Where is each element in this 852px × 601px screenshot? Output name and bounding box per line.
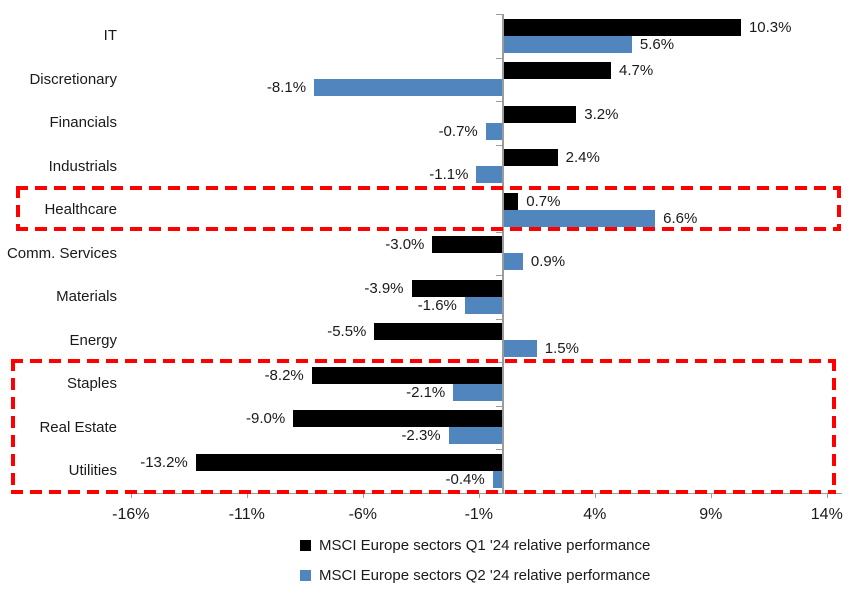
q2-bar-discretionary — [314, 79, 502, 96]
x-axis-tick — [594, 493, 596, 498]
legend-label: MSCI Europe sectors Q2 '24 relative perf… — [319, 566, 651, 584]
value-label: 6.6% — [663, 209, 698, 227]
highlight-box-edge-right — [832, 359, 836, 494]
value-label: -1.1% — [429, 166, 469, 183]
value-label: 0.7% — [526, 192, 561, 210]
q2-bar-it — [502, 35, 632, 53]
legend-swatch-q2 — [300, 569, 311, 581]
category-boundary-tick — [496, 318, 502, 320]
q2-bar-industrials — [476, 166, 502, 183]
q1-bar-healthcare — [502, 192, 519, 210]
category-label: Discretionary — [29, 70, 117, 88]
value-label: -5.5% — [327, 323, 367, 340]
category-boundary-tick — [496, 57, 502, 59]
x-axis-tick-label: 9% — [699, 506, 723, 523]
x-axis-tick — [710, 493, 712, 498]
highlight-box-edge-top — [16, 186, 841, 190]
q2-bar-energy — [502, 340, 537, 357]
q1-bar-staples — [311, 366, 502, 384]
highlight-box-edge-bottom — [16, 227, 841, 231]
x-axis-tick — [130, 493, 132, 498]
x-axis-tick-label: -6% — [348, 506, 378, 523]
value-label: -2.3% — [401, 427, 441, 444]
highlight-box-defensive-sectors — [11, 359, 836, 494]
category-label: Comm. Services — [6, 244, 117, 262]
value-label: -8.2% — [264, 366, 304, 384]
legend-swatch-q1 — [300, 539, 311, 551]
x-axis-tick — [246, 493, 248, 498]
zero-axis-line — [502, 14, 504, 493]
category-boundary-tick — [496, 101, 502, 102]
category-boundary-tick — [496, 14, 502, 15]
x-axis-tick-label: 4% — [583, 506, 607, 523]
value-label: -3.9% — [364, 279, 404, 297]
category-label: Staples — [66, 375, 117, 392]
value-label: -8.1% — [266, 79, 307, 96]
q2-bar-materials — [464, 296, 502, 314]
value-label: 3.2% — [584, 105, 619, 123]
category-label: Financials — [49, 114, 117, 131]
category-label: Utilities — [68, 462, 117, 479]
value-label: -0.4% — [445, 470, 485, 488]
category-boundary-tick — [496, 449, 502, 450]
value-label: 0.9% — [530, 253, 566, 270]
value-label: 1.5% — [544, 340, 579, 357]
value-label: 2.4% — [565, 149, 600, 166]
highlight-box-edge-left — [16, 186, 20, 231]
x-axis-tick — [362, 493, 364, 498]
category-label: Materials — [56, 288, 117, 305]
q1-bar-energy — [374, 323, 502, 340]
q1-bar-financials — [502, 105, 577, 123]
x-axis-tick-label: -16% — [112, 506, 150, 523]
q2-bar-comm-services — [502, 253, 523, 270]
x-axis-tick-label: 14% — [810, 506, 843, 523]
value-label: 4.7% — [619, 62, 654, 79]
value-label: -3.0% — [385, 236, 425, 253]
q2-bar-staples — [453, 383, 502, 401]
category-label: Healthcare — [44, 201, 117, 218]
value-label: -0.7% — [438, 122, 478, 140]
legend-label: MSCI Europe sectors Q1 '24 relative perf… — [319, 536, 651, 554]
q1-bar-comm-services — [432, 236, 502, 253]
legend-item-q2: MSCI Europe sectors Q2 '24 relative perf… — [300, 566, 650, 584]
legend-item-q1: MSCI Europe sectors Q1 '24 relative perf… — [300, 536, 650, 554]
q2-bar-healthcare — [502, 209, 656, 227]
category-label: IT — [103, 27, 117, 44]
highlight-box-healthcare — [16, 186, 841, 231]
x-axis-tick — [478, 493, 480, 498]
q2-bar-utilities — [492, 470, 502, 488]
q1-bar-utilities — [195, 453, 502, 471]
category-boundary-tick — [496, 144, 502, 146]
highlight-box-edge-bottom — [11, 490, 836, 494]
q1-bar-industrials — [502, 149, 558, 166]
highlight-box-edge-top — [11, 359, 836, 363]
category-boundary-tick — [496, 405, 502, 407]
value-label: 10.3% — [748, 18, 792, 36]
q2-bar-financials — [485, 122, 502, 140]
x-axis-tick-label: -1% — [464, 506, 494, 523]
x-axis-tick-label: -11% — [228, 506, 265, 523]
x-axis-tick — [826, 493, 828, 498]
value-label: -9.0% — [246, 410, 286, 427]
q1-bar-materials — [411, 279, 502, 297]
q2-bar-real-estate — [448, 427, 502, 444]
category-boundary-tick — [496, 275, 502, 276]
category-label: Real Estate — [39, 418, 117, 436]
value-label: -2.1% — [406, 383, 446, 401]
value-label: -1.6% — [417, 296, 457, 314]
q1-bar-discretionary — [502, 62, 612, 79]
highlight-box-edge-right — [837, 186, 841, 231]
category-label: Industrials — [48, 157, 117, 175]
category-label: Energy — [69, 331, 117, 349]
category-boundary-tick — [496, 231, 502, 233]
q1-bar-real-estate — [293, 410, 502, 427]
highlight-box-edge-left — [11, 359, 15, 494]
value-label: -13.2% — [140, 453, 188, 471]
value-label: 5.6% — [639, 35, 675, 53]
q1-bar-it — [502, 18, 741, 36]
